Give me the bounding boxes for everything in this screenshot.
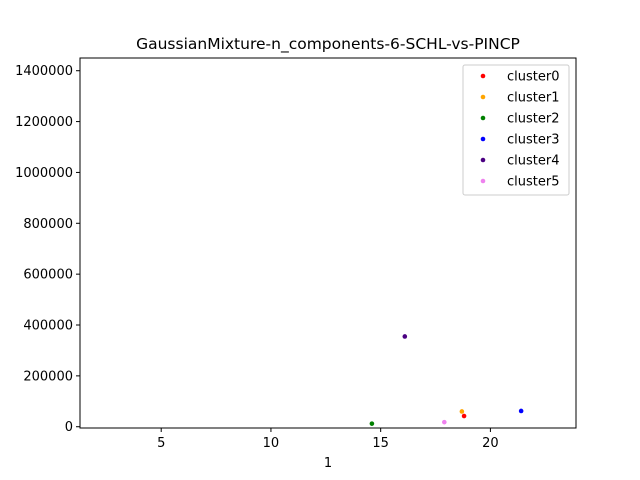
data-point-cluster5: [442, 419, 447, 425]
legend-label: cluster5: [507, 175, 559, 190]
legend-label: cluster2: [507, 112, 559, 127]
legend-label: cluster1: [507, 91, 559, 106]
legend-marker: [480, 94, 486, 100]
y-tick-label: 600000: [23, 268, 73, 283]
x-tick-label: 10: [263, 436, 280, 451]
plot-frame: [79, 57, 577, 429]
x-tick-label: 20: [482, 436, 499, 451]
legend-frame: [462, 64, 570, 196]
legend-marker: [480, 178, 486, 184]
chart-title: GaussianMixture-n_components-6-SCHL-vs-P…: [136, 35, 520, 54]
data-point-cluster2: [369, 421, 375, 426]
data-point-cluster0: [461, 413, 467, 419]
y-tick-label: 400000: [23, 319, 73, 334]
legend-label: cluster4: [507, 154, 559, 169]
y-tick-label: 1200000: [15, 115, 73, 130]
x-tick-label: 15: [372, 436, 389, 451]
legend-marker: [480, 157, 486, 163]
x-tick-label: 5: [157, 436, 165, 451]
legend-marker: [480, 136, 486, 142]
y-axis-ticks: 0 200000 400000 600000 800000 1000000 1200000 1…: [15, 64, 80, 435]
legend-marker: [480, 115, 486, 121]
data-point-cluster3: [518, 408, 524, 414]
y-tick-label: 200000: [23, 369, 73, 384]
y-tick-label: 1400000: [15, 64, 73, 79]
data-point-cluster1: [459, 409, 465, 414]
y-tick-label: 1000000: [15, 166, 73, 181]
legend-label: cluster3: [507, 133, 559, 148]
legend-marker: [480, 73, 486, 79]
data-point-cluster4: [402, 334, 408, 339]
y-tick-label: 800000: [23, 217, 73, 232]
data-points: [369, 334, 524, 426]
legend-label: cluster0: [507, 70, 559, 85]
x-axis-label: 1: [324, 456, 332, 471]
legend: cluster0 cluster1 cluster2 cluster3 cluster4…: [462, 64, 570, 196]
x-axis-ticks: 5 10 15 20: [157, 428, 499, 451]
y-tick-label: 0: [65, 420, 73, 435]
